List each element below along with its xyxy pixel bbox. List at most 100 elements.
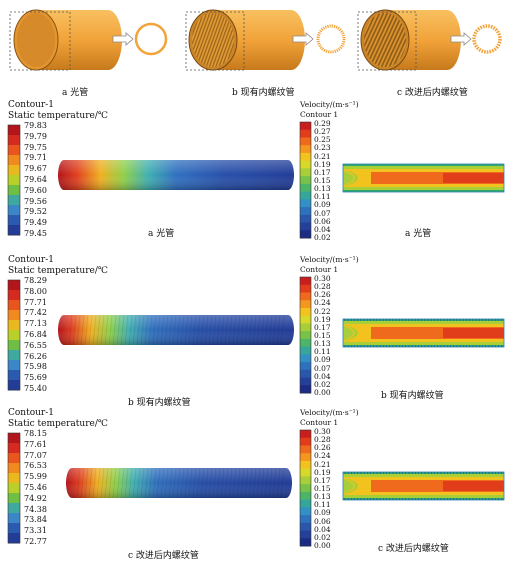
temp-colorbar-segment: [8, 513, 20, 524]
velocity-colorbar-segment: [300, 445, 311, 454]
temp-tick-label: 76.55: [24, 340, 47, 350]
velocity-tick-label: 0.21: [314, 459, 331, 469]
velocity-tick-label: 0.17: [314, 167, 331, 177]
temp-legend-title: Contour-1: [8, 255, 55, 265]
velocity-tick-label: 0.15: [314, 484, 331, 493]
temp-colorbar-segment: [8, 280, 20, 291]
temp-tick-label: 78.15: [24, 429, 47, 438]
improved-tube-illustration: [357, 9, 502, 71]
velocity-tick-label: 0.06: [314, 516, 331, 526]
velocity-colorbar-segment: [300, 145, 311, 154]
velocity-tick-label: 0.07: [314, 363, 331, 373]
velocity-tick-label: 0.06: [314, 216, 331, 226]
temp-colorbar-segment: [8, 433, 20, 444]
temp-tick-label: 77.07: [24, 450, 47, 460]
temp-tick-label: 78.00: [24, 286, 47, 296]
velocity-colorbar-segment: [300, 230, 311, 239]
velocity-tick-label: 0.09: [314, 508, 331, 518]
temp-tick-label: 75.99: [24, 472, 47, 482]
temp-contour-caption: c 改进后内螺纹管: [128, 551, 199, 561]
velocity-tick-label: 0.28: [314, 435, 331, 445]
temp-colorbar-segment: [8, 300, 20, 311]
velocity-tick-label: 0.30: [314, 427, 331, 436]
temp-colorbar-segment: [8, 225, 20, 236]
velocity-colorbar-segment: [300, 430, 311, 439]
velocity-colorbar-segment: [300, 484, 311, 493]
temp-colorbar-segment: [8, 290, 20, 301]
velocity-colorbar-segment: [300, 152, 311, 162]
temp-colorbar-segment: [8, 125, 20, 136]
temp-colorbar-segment: [8, 135, 20, 146]
threaded-tube-illustration: [185, 9, 346, 71]
temp-legend-title: Contour-1: [8, 408, 55, 418]
temp-colorbar-segment: [8, 523, 20, 534]
velocity-tick-label: 0.25: [314, 135, 331, 145]
velocity-tick-label: 0.19: [314, 467, 331, 477]
velocity-tick-label: 0.04: [314, 371, 331, 381]
temp-colorbar-segment: [8, 533, 20, 544]
velocity-legend-title: Velocity/(m·s⁻¹): [300, 408, 359, 417]
temp-tick-label: 78.29: [24, 276, 47, 285]
velocity-legend-subtitle: Contour 1: [300, 418, 339, 427]
temp-colorbar-segment: [8, 215, 20, 226]
temp-tick-label: 76.84: [24, 330, 47, 339]
temp-tick-label: 79.75: [24, 142, 47, 152]
velocity-contour-strip: [342, 163, 505, 193]
velocity-contour-caption: a 光管: [405, 229, 432, 239]
temp-legend-subtitle: Static temperature/℃: [8, 111, 108, 121]
velocity-legend-subtitle: Contour 1: [300, 110, 339, 119]
velocity-colorbar-segment: [300, 507, 311, 516]
temp-legend-title: Contour-1: [8, 100, 55, 110]
temp-tick-label: 79.60: [24, 185, 47, 195]
velocity-legend-title: Velocity/(m·s⁻¹): [300, 255, 359, 264]
velocity-tick-label: 0.17: [314, 322, 331, 332]
temp-colorbar-segment: [8, 453, 20, 464]
temp-tick-label: 74.38: [24, 504, 47, 514]
velocity-tick-label: 0.19: [314, 159, 331, 169]
caption-improved-tube: c 改进后内螺纹管: [397, 88, 468, 98]
velocity-colorbar-segment: [300, 362, 311, 371]
velocity-tick-label: 0.09: [314, 355, 331, 365]
velocity-colorbar-segment: [300, 214, 311, 224]
temp-colorbar-segment: [8, 195, 20, 206]
temp-colorbar-segment: [8, 503, 20, 514]
velocity-tick-label: 0.29: [314, 119, 331, 128]
velocity-colorbar-segment: [300, 338, 311, 348]
velocity-colorbar-segment: [300, 453, 311, 462]
velocity-colorbar-segment: [300, 468, 311, 477]
velocity-colorbar-segment: [300, 137, 311, 146]
velocity-colorbar-segment: [300, 346, 311, 355]
temp-colorbar-segment: [8, 310, 20, 321]
temp-legend-subtitle: Static temperature/℃: [8, 266, 108, 276]
velocity-colorbar-segment: [300, 160, 311, 169]
velocity-colorbar: [299, 429, 312, 547]
velocity-colorbar-segment: [300, 354, 311, 363]
temp-colorbar-segment: [8, 350, 20, 361]
velocity-colorbar-segment: [300, 331, 311, 340]
temp-colorbar-segment: [8, 165, 20, 176]
velocity-legend-title: Velocity/(m·s⁻¹): [300, 100, 359, 109]
velocity-colorbar-segment: [300, 385, 311, 394]
velocity-contour-strip: [342, 471, 505, 501]
temp-tick-label: 76.53: [24, 461, 47, 471]
velocity-tick-label: 0.26: [314, 290, 331, 300]
caption-threaded-tube: b 现有内螺纹管: [232, 88, 295, 98]
velocity-contour-caption: b 现有内螺纹管: [381, 391, 444, 401]
velocity-tick-label: 0.04: [314, 524, 331, 534]
temp-tick-label: 79.52: [24, 207, 47, 217]
velocity-colorbar-segment: [300, 377, 311, 386]
velocity-colorbar-segment: [300, 300, 311, 309]
temp-tick-label: 79.71: [24, 153, 47, 163]
velocity-tick-label: 0.11: [314, 192, 331, 202]
caption-smooth-tube: a 光管: [62, 88, 89, 98]
temp-colorbar-segment: [8, 145, 20, 156]
temp-colorbar-segment: [8, 463, 20, 474]
temp-colorbar-segment: [8, 493, 20, 504]
velocity-colorbar-segment: [300, 199, 311, 208]
temp-colorbar-segment: [8, 360, 20, 371]
velocity-tick-label: 0.15: [314, 176, 331, 185]
velocity-tick-label: 0.00: [314, 388, 331, 397]
velocity-tick-label: 0.04: [314, 224, 331, 234]
velocity-colorbar-segment: [300, 277, 311, 286]
temp-tick-label: 79.45: [24, 229, 47, 238]
